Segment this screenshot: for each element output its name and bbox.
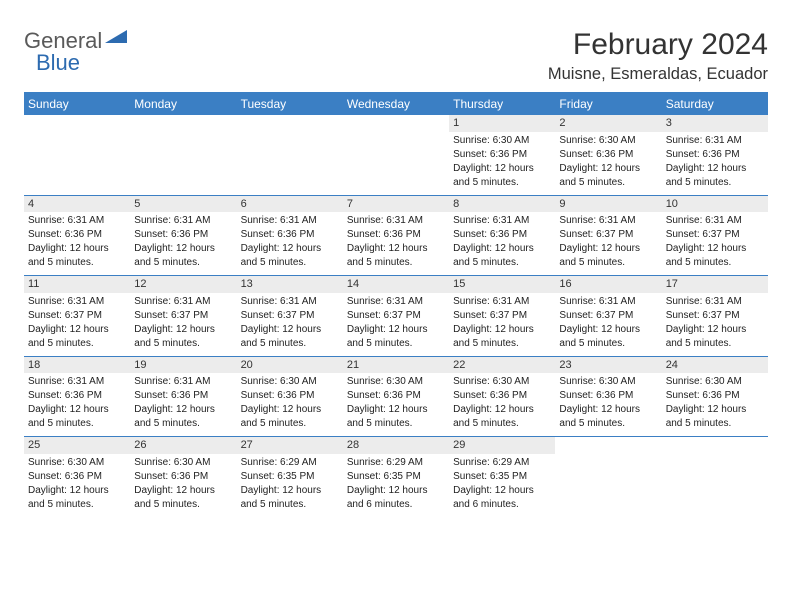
- day-number-cell: 22: [449, 356, 555, 373]
- day-number-cell: [24, 115, 130, 132]
- daynum-row: 11121314151617: [24, 276, 768, 293]
- day-header-monday: Monday: [130, 93, 236, 115]
- logo: General Blue: [24, 28, 129, 76]
- day-number-cell: 3: [662, 115, 768, 132]
- day-number-cell: [555, 437, 661, 454]
- logo-text-block: General Blue: [24, 28, 129, 76]
- day-number-cell: 18: [24, 356, 130, 373]
- day-detail-cell: [24, 132, 130, 196]
- detail-row: Sunrise: 6:30 AMSunset: 6:36 PMDaylight:…: [24, 454, 768, 517]
- day-detail-cell: Sunrise: 6:31 AMSunset: 6:37 PMDaylight:…: [343, 293, 449, 357]
- day-detail-cell: Sunrise: 6:31 AMSunset: 6:37 PMDaylight:…: [662, 212, 768, 276]
- day-number-cell: 1: [449, 115, 555, 132]
- day-number-cell: 6: [237, 195, 343, 212]
- day-number-cell: 26: [130, 437, 236, 454]
- day-detail-cell: Sunrise: 6:29 AMSunset: 6:35 PMDaylight:…: [343, 454, 449, 517]
- day-number-cell: [343, 115, 449, 132]
- day-number-cell: 20: [237, 356, 343, 373]
- day-detail-cell: Sunrise: 6:31 AMSunset: 6:36 PMDaylight:…: [130, 212, 236, 276]
- day-number-cell: [237, 115, 343, 132]
- day-detail-cell: Sunrise: 6:30 AMSunset: 6:36 PMDaylight:…: [662, 373, 768, 437]
- day-detail-cell: Sunrise: 6:30 AMSunset: 6:36 PMDaylight:…: [343, 373, 449, 437]
- day-header-wednesday: Wednesday: [343, 93, 449, 115]
- day-number-cell: 2: [555, 115, 661, 132]
- day-number-cell: 7: [343, 195, 449, 212]
- detail-row: Sunrise: 6:31 AMSunset: 6:36 PMDaylight:…: [24, 373, 768, 437]
- calendar-table: Sunday Monday Tuesday Wednesday Thursday…: [24, 92, 768, 517]
- day-detail-cell: Sunrise: 6:29 AMSunset: 6:35 PMDaylight:…: [449, 454, 555, 517]
- day-header-sunday: Sunday: [24, 93, 130, 115]
- day-number-cell: 4: [24, 195, 130, 212]
- day-number-cell: 19: [130, 356, 236, 373]
- day-number-cell: 17: [662, 276, 768, 293]
- day-detail-cell: Sunrise: 6:31 AMSunset: 6:37 PMDaylight:…: [555, 212, 661, 276]
- day-detail-cell: Sunrise: 6:31 AMSunset: 6:37 PMDaylight:…: [24, 293, 130, 357]
- daynum-row: 18192021222324: [24, 356, 768, 373]
- day-number-cell: [130, 115, 236, 132]
- day-detail-cell: Sunrise: 6:31 AMSunset: 6:37 PMDaylight:…: [555, 293, 661, 357]
- day-header-friday: Friday: [555, 93, 661, 115]
- day-number-cell: 27: [237, 437, 343, 454]
- logo-text-blue: Blue: [36, 50, 129, 76]
- day-header-row: Sunday Monday Tuesday Wednesday Thursday…: [24, 93, 768, 115]
- day-header-tuesday: Tuesday: [237, 93, 343, 115]
- day-number-cell: 11: [24, 276, 130, 293]
- day-detail-cell: [662, 454, 768, 517]
- daynum-row: 45678910: [24, 195, 768, 212]
- day-number-cell: 21: [343, 356, 449, 373]
- day-detail-cell: Sunrise: 6:30 AMSunset: 6:36 PMDaylight:…: [24, 454, 130, 517]
- day-detail-cell: Sunrise: 6:30 AMSunset: 6:36 PMDaylight:…: [237, 373, 343, 437]
- day-detail-cell: Sunrise: 6:30 AMSunset: 6:36 PMDaylight:…: [130, 454, 236, 517]
- daynum-row: 123: [24, 115, 768, 132]
- day-detail-cell: Sunrise: 6:31 AMSunset: 6:36 PMDaylight:…: [343, 212, 449, 276]
- day-number-cell: 28: [343, 437, 449, 454]
- location-text: Muisne, Esmeraldas, Ecuador: [548, 65, 768, 84]
- day-detail-cell: [130, 132, 236, 196]
- day-number-cell: 13: [237, 276, 343, 293]
- header: General Blue February 2024 Muisne, Esmer…: [24, 28, 768, 84]
- detail-row: Sunrise: 6:31 AMSunset: 6:37 PMDaylight:…: [24, 293, 768, 357]
- day-detail-cell: Sunrise: 6:30 AMSunset: 6:36 PMDaylight:…: [555, 373, 661, 437]
- day-detail-cell: Sunrise: 6:30 AMSunset: 6:36 PMDaylight:…: [555, 132, 661, 196]
- day-number-cell: 10: [662, 195, 768, 212]
- day-header-saturday: Saturday: [662, 93, 768, 115]
- day-detail-cell: [555, 454, 661, 517]
- day-number-cell: 29: [449, 437, 555, 454]
- day-number-cell: 8: [449, 195, 555, 212]
- daynum-row: 2526272829: [24, 437, 768, 454]
- logo-triangle-icon: [105, 28, 129, 44]
- day-detail-cell: Sunrise: 6:31 AMSunset: 6:37 PMDaylight:…: [662, 293, 768, 357]
- day-number-cell: 16: [555, 276, 661, 293]
- day-detail-cell: Sunrise: 6:31 AMSunset: 6:36 PMDaylight:…: [24, 212, 130, 276]
- day-detail-cell: Sunrise: 6:31 AMSunset: 6:37 PMDaylight:…: [237, 293, 343, 357]
- title-block: February 2024 Muisne, Esmeraldas, Ecuado…: [548, 28, 768, 84]
- day-number-cell: 9: [555, 195, 661, 212]
- day-detail-cell: Sunrise: 6:31 AMSunset: 6:36 PMDaylight:…: [130, 373, 236, 437]
- day-detail-cell: Sunrise: 6:30 AMSunset: 6:36 PMDaylight:…: [449, 373, 555, 437]
- day-number-cell: 25: [24, 437, 130, 454]
- day-detail-cell: Sunrise: 6:29 AMSunset: 6:35 PMDaylight:…: [237, 454, 343, 517]
- day-number-cell: 5: [130, 195, 236, 212]
- day-detail-cell: Sunrise: 6:31 AMSunset: 6:36 PMDaylight:…: [24, 373, 130, 437]
- day-number-cell: 23: [555, 356, 661, 373]
- detail-row: Sunrise: 6:30 AMSunset: 6:36 PMDaylight:…: [24, 132, 768, 196]
- day-number-cell: [662, 437, 768, 454]
- day-detail-cell: Sunrise: 6:31 AMSunset: 6:37 PMDaylight:…: [449, 293, 555, 357]
- day-detail-cell: Sunrise: 6:31 AMSunset: 6:36 PMDaylight:…: [662, 132, 768, 196]
- day-detail-cell: [237, 132, 343, 196]
- day-number-cell: 14: [343, 276, 449, 293]
- day-detail-cell: Sunrise: 6:31 AMSunset: 6:36 PMDaylight:…: [237, 212, 343, 276]
- detail-row: Sunrise: 6:31 AMSunset: 6:36 PMDaylight:…: [24, 212, 768, 276]
- day-detail-cell: [343, 132, 449, 196]
- day-detail-cell: Sunrise: 6:31 AMSunset: 6:36 PMDaylight:…: [449, 212, 555, 276]
- day-number-cell: 24: [662, 356, 768, 373]
- day-detail-cell: Sunrise: 6:30 AMSunset: 6:36 PMDaylight:…: [449, 132, 555, 196]
- day-header-thursday: Thursday: [449, 93, 555, 115]
- day-number-cell: 15: [449, 276, 555, 293]
- page-title: February 2024: [548, 28, 768, 62]
- day-detail-cell: Sunrise: 6:31 AMSunset: 6:37 PMDaylight:…: [130, 293, 236, 357]
- day-number-cell: 12: [130, 276, 236, 293]
